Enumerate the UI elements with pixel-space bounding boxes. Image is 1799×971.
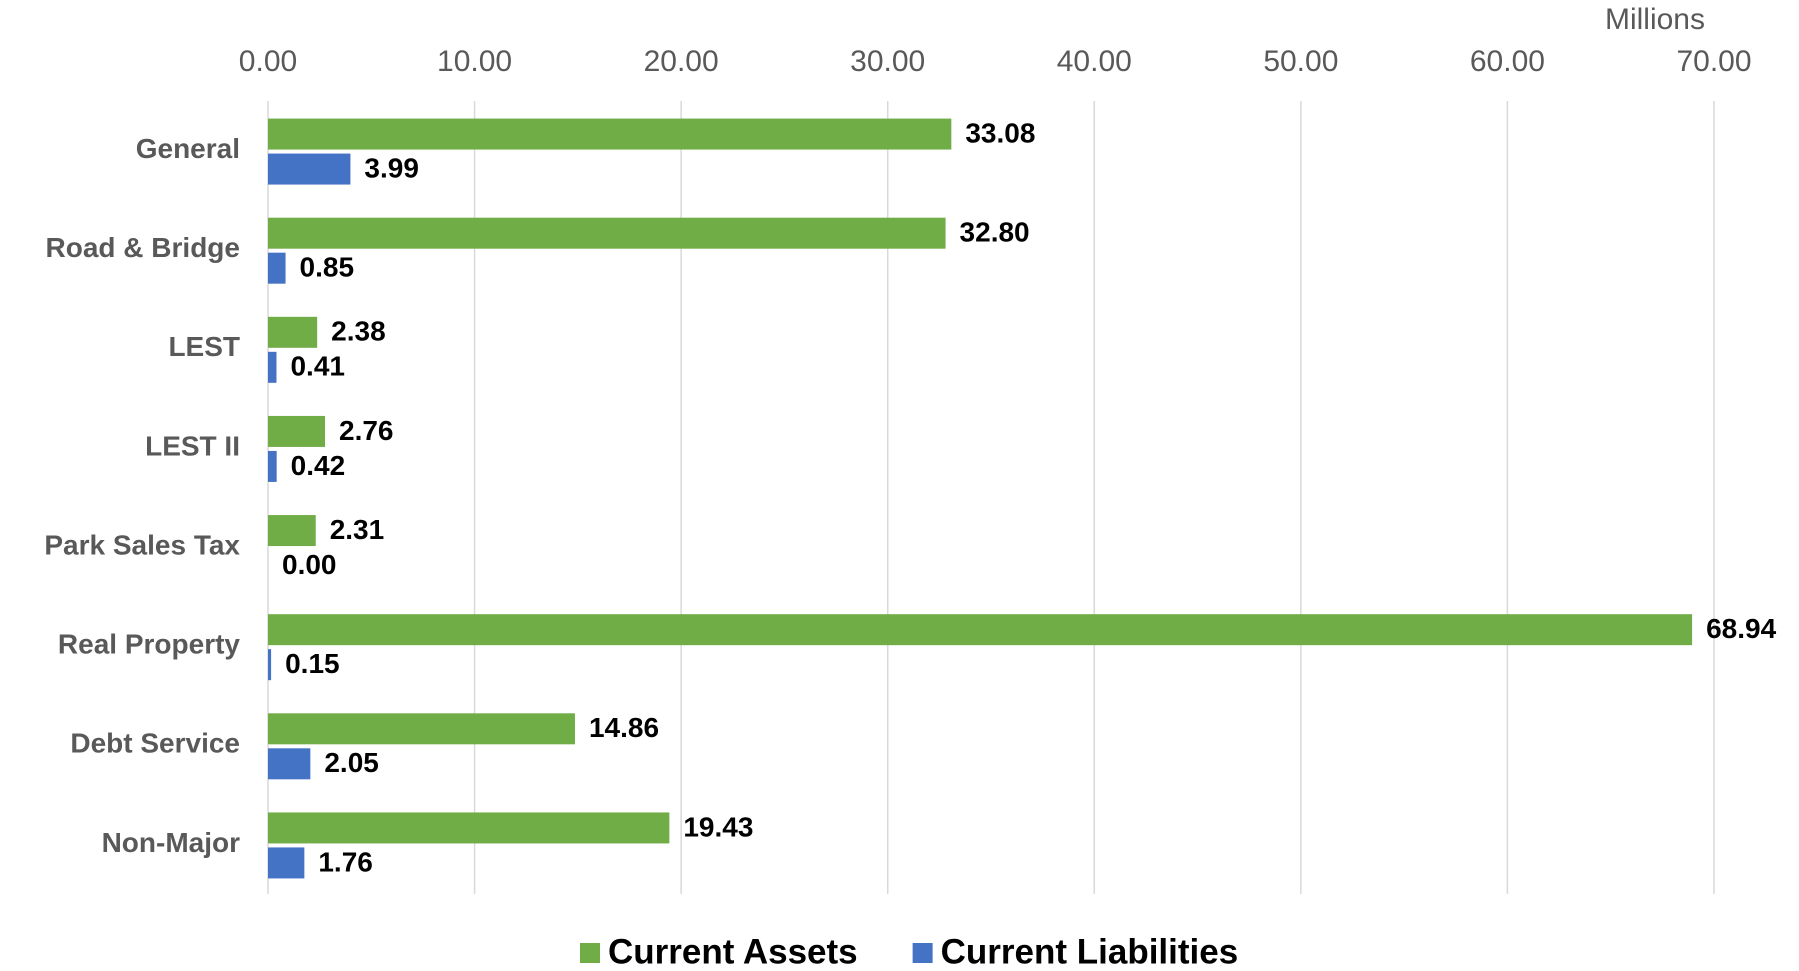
x-tick-label: 20.00 xyxy=(644,45,719,78)
bar xyxy=(268,614,1693,646)
bar xyxy=(268,316,318,348)
bar xyxy=(268,351,277,383)
data-label: 0.00 xyxy=(282,549,337,580)
x-tick-label: 60.00 xyxy=(1470,45,1545,78)
data-label: 2.38 xyxy=(331,316,386,347)
legend-label: Current Assets xyxy=(608,932,858,966)
data-label: 2.05 xyxy=(324,747,379,778)
category-label: Non-Major xyxy=(102,827,241,858)
bar xyxy=(268,515,316,547)
x-tick-label: 10.00 xyxy=(437,45,512,78)
bar xyxy=(268,118,952,150)
category-label: Park Sales Tax xyxy=(44,529,240,560)
data-label: 32.80 xyxy=(960,217,1030,248)
legend-swatch xyxy=(912,943,933,963)
x-tick-label: 50.00 xyxy=(1263,45,1338,78)
data-label: 0.85 xyxy=(300,252,355,283)
axis-unit: Millions xyxy=(1605,3,1705,36)
category-label: LEST II xyxy=(145,430,240,461)
bar xyxy=(268,847,305,879)
data-label: 14.86 xyxy=(589,712,659,743)
legend-label: Current Liabilities xyxy=(941,932,1239,966)
x-tick-label: 40.00 xyxy=(1057,45,1132,78)
x-tick-label: 70.00 xyxy=(1676,45,1751,78)
category-label: Road & Bridge xyxy=(46,232,240,263)
bar xyxy=(268,713,575,745)
data-label: 19.43 xyxy=(683,811,753,842)
data-label: 3.99 xyxy=(364,152,419,183)
category-label: General xyxy=(136,133,240,164)
data-label: 0.15 xyxy=(285,648,340,679)
category-label: LEST xyxy=(168,331,240,362)
category-label: Real Property xyxy=(58,629,240,660)
data-label: 68.94 xyxy=(1706,613,1776,644)
bar xyxy=(268,649,272,681)
category-label: Debt Service xyxy=(70,728,240,759)
bar xyxy=(268,812,670,844)
bar xyxy=(268,153,351,185)
x-tick-label: 30.00 xyxy=(850,45,925,78)
legend-swatch xyxy=(580,943,600,963)
data-label: 1.76 xyxy=(318,846,373,877)
bar xyxy=(268,217,946,249)
data-label: 0.42 xyxy=(291,450,346,481)
x-tick-label: 0.00 xyxy=(239,45,297,78)
data-label: 33.08 xyxy=(965,117,1035,148)
bar xyxy=(268,252,286,284)
data-label: 2.76 xyxy=(339,415,394,446)
bar xyxy=(268,450,277,482)
bar xyxy=(268,415,326,447)
data-label: 2.31 xyxy=(330,514,385,545)
bar xyxy=(268,748,311,780)
data-label: 0.41 xyxy=(290,351,345,382)
